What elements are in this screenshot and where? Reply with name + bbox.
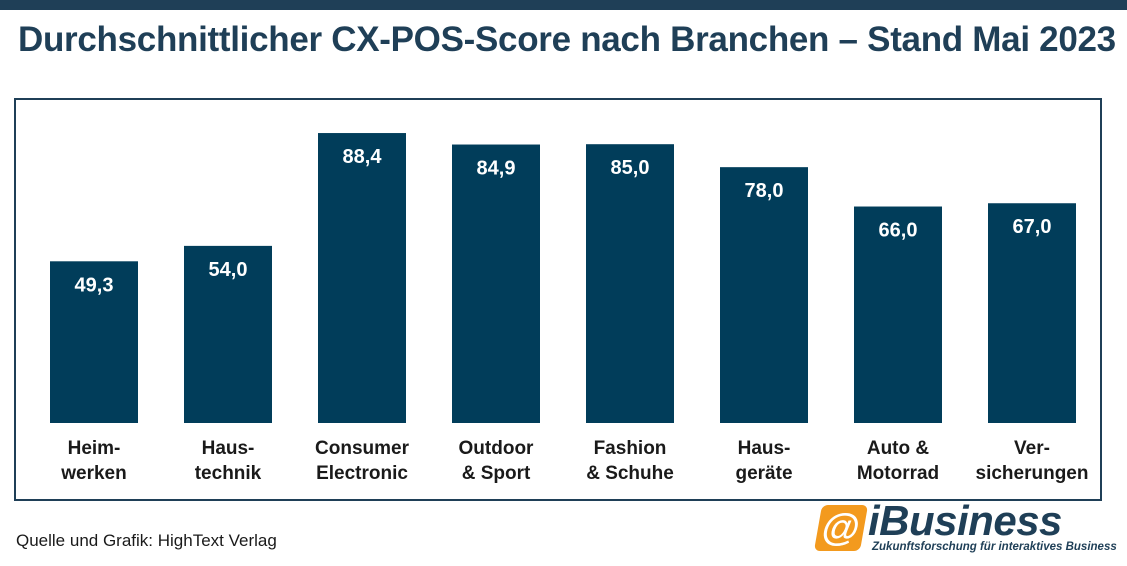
bar-value-label: 84,9 xyxy=(477,158,516,180)
category-label: Consumer xyxy=(315,438,410,459)
category-label: Heim- xyxy=(68,438,121,459)
category-label: Electronic xyxy=(316,463,408,484)
bar-value-label: 54,0 xyxy=(209,259,248,281)
top-accent-bar xyxy=(0,0,1127,10)
bar-0 xyxy=(50,261,138,423)
bar-value-label: 88,4 xyxy=(343,146,383,168)
category-label: Ver- xyxy=(1014,438,1050,459)
category-label: Haus- xyxy=(738,438,791,459)
bar-value-label: 78,0 xyxy=(745,180,784,202)
category-label: werken xyxy=(60,463,126,484)
logo-wordmark: iBusiness xyxy=(868,497,1062,544)
chart-frame: 49,3 Heim-werken 54,0 Haus-technik 88,4 Consu… xyxy=(14,98,1102,501)
category-label: geräte xyxy=(735,463,792,484)
bar-3 xyxy=(452,144,540,423)
category-label: Outdoor xyxy=(459,438,535,459)
bar-value-label: 85,0 xyxy=(611,157,650,179)
source-note: Quelle und Grafik: HighText Verlag xyxy=(16,531,277,550)
bar-value-label: 67,0 xyxy=(1013,216,1052,238)
category-label: technik xyxy=(195,463,262,484)
bar-4 xyxy=(586,144,674,423)
category-label: sicherungen xyxy=(976,463,1089,484)
category-label: Haus- xyxy=(202,438,255,459)
bar-value-label: 49,3 xyxy=(75,274,114,296)
chart-title: Durchschnittlicher CX-POS-Score nach Bra… xyxy=(18,20,1116,59)
ibusiness-logo: @ iBusiness Zukunftsforschung für intera… xyxy=(813,497,1117,559)
category-label: & Schuhe xyxy=(586,463,674,484)
logo-tagline: Zukunftsforschung für interaktives Busin… xyxy=(872,541,1117,553)
bar-2 xyxy=(318,133,406,423)
category-label: & Sport xyxy=(462,463,531,484)
category-label: Auto & xyxy=(867,438,930,459)
bar-5 xyxy=(720,167,808,423)
bar-value-label: 66,0 xyxy=(879,220,918,242)
bar-6 xyxy=(854,206,942,423)
category-label: Fashion xyxy=(594,438,667,459)
bar-1 xyxy=(184,245,272,423)
bar-chart: 49,3 Heim-werken 54,0 Haus-technik 88,4 Consu… xyxy=(50,133,1089,484)
bar-7 xyxy=(988,203,1076,423)
category-label: Motorrad xyxy=(857,463,939,484)
at-sign-icon: @ xyxy=(813,505,869,551)
